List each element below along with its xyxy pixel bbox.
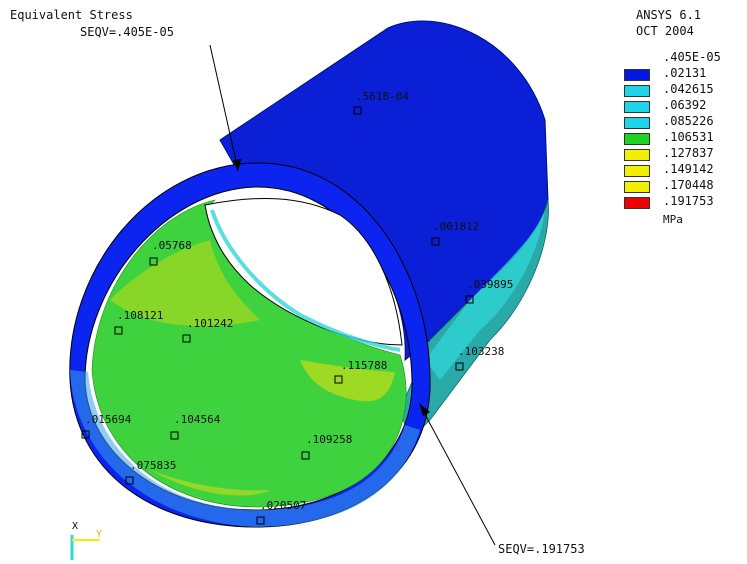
legend-value: .06392 (663, 98, 707, 112)
node-marker (81, 430, 90, 439)
marker-label: .015694 (85, 413, 132, 426)
legend-value: .02131 (663, 66, 707, 80)
cylinder-opening (204, 197, 403, 346)
node-marker (149, 257, 158, 266)
max-value-callout: SEQV=.191753 (498, 542, 585, 556)
node-marker (170, 431, 179, 440)
legend-swatch (624, 197, 650, 209)
inner-yellow-patch-3 (150, 470, 270, 496)
node-marker (125, 476, 134, 485)
min-callout-arrowhead (233, 159, 241, 172)
node-marker (182, 334, 191, 343)
legend-value: .405E-05 (663, 50, 721, 64)
legend-swatch (624, 117, 650, 129)
max-callout-arrowhead (419, 403, 430, 416)
node-marker (455, 362, 464, 371)
legend-unit: MPa (663, 213, 683, 226)
legend-value: .127837 (663, 146, 714, 160)
legend-swatch (624, 85, 650, 97)
opening-edge (210, 209, 401, 352)
inner-yellow-patch-2 (300, 360, 395, 402)
marker-label: .05768 (152, 239, 192, 252)
marker-label: .108121 (117, 309, 164, 322)
node-marker (431, 237, 440, 246)
legend-value: .170448 (663, 178, 714, 192)
marker-label: .5618-04 (356, 90, 409, 103)
marker-label: .001812 (433, 220, 480, 233)
node-marker (465, 295, 474, 304)
marker-label: .020507 (260, 499, 307, 512)
legend-value: .106531 (663, 130, 714, 144)
legend-swatch (624, 133, 650, 145)
legend-value: .085226 (663, 114, 714, 128)
marker-label: .104564 (174, 413, 221, 426)
marker-label: .101242 (187, 317, 234, 330)
rim-speckle-band (70, 370, 420, 527)
legend-swatch (624, 165, 650, 177)
triad-x-label: X (72, 521, 79, 532)
legend-swatch (624, 149, 650, 161)
marker-label: .039895 (467, 278, 514, 291)
cylinder-side-highlight (425, 210, 545, 380)
legend-value: .042615 (663, 82, 714, 96)
node-markers (81, 106, 474, 525)
max-callout-leader (419, 404, 496, 546)
marker-label: .115788 (341, 359, 388, 372)
node-marker (353, 106, 362, 115)
min-callout-leader (209, 44, 239, 171)
legend-value: .149142 (663, 162, 714, 176)
node-marker (114, 326, 123, 335)
marker-label: .109258 (306, 433, 353, 446)
triad-y-label: Y (96, 529, 103, 540)
legend-swatch (624, 69, 650, 81)
legend-value: .191753 (663, 194, 714, 208)
min-value-callout: SEQV=.405E-05 (80, 25, 174, 39)
coordinate-triad (70, 535, 100, 560)
legend-swatch (624, 101, 650, 113)
inner-yellow-patch-1 (110, 240, 260, 326)
node-marker (256, 516, 265, 525)
plot-title: Equivalent Stress (10, 8, 133, 22)
node-marker (301, 451, 310, 460)
product-label: ANSYS 6.1 (636, 8, 702, 22)
legend-swatch (624, 181, 650, 193)
date-label: OCT 2004 (636, 24, 694, 38)
node-marker (334, 375, 343, 384)
marker-label: .075835 (130, 459, 177, 472)
marker-label: .103238 (458, 345, 505, 358)
